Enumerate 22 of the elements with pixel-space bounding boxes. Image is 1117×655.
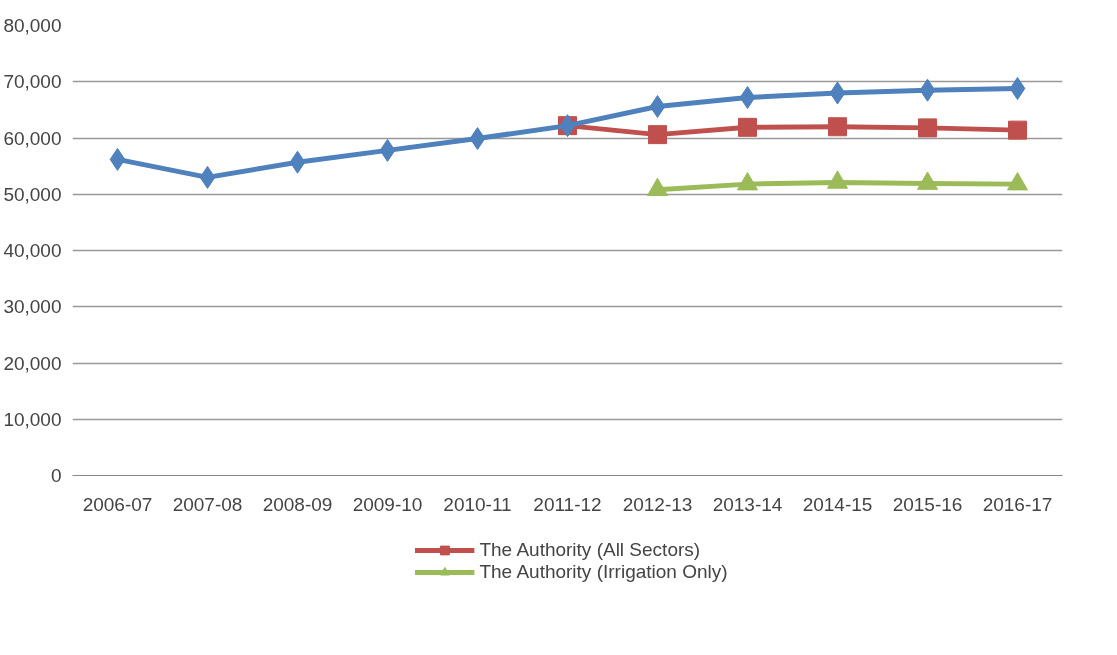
- y-tick-label: 80,000: [3, 15, 62, 36]
- legend-label: The Authority (All Sectors): [479, 538, 701, 561]
- y-tick-label: 70,000: [3, 71, 62, 93]
- x-tick-label: 2015-16: [892, 493, 963, 515]
- y-tick-label: 30,000: [3, 296, 62, 318]
- y-tick-label: 40,000: [3, 240, 62, 261]
- y-tick-label: 50,000: [3, 183, 62, 205]
- x-tick-label: 2011-12: [533, 493, 602, 515]
- y-tick-label: 20,000: [3, 352, 62, 374]
- x-tick-label: 2016-17: [982, 493, 1053, 515]
- x-tick-label: 2009-10: [352, 493, 423, 515]
- y-tick-label: 0: [50, 465, 62, 486]
- y-tick-label: 10,000: [3, 408, 62, 430]
- x-tick-label: 2012-13: [622, 493, 693, 515]
- x-tick-label: 2014-15: [802, 493, 873, 515]
- y-tick-label: 60,000: [3, 127, 62, 149]
- x-tick-label: 2007-08: [172, 493, 243, 515]
- legend-label: The Authority (Irrigation Only): [479, 560, 728, 583]
- x-tick-label: 2013-14: [712, 493, 783, 515]
- x-tick-label: 2006-07: [82, 493, 153, 515]
- x-tick-label: 2008-09: [262, 493, 333, 515]
- x-tick-label: 2010-11: [443, 493, 512, 515]
